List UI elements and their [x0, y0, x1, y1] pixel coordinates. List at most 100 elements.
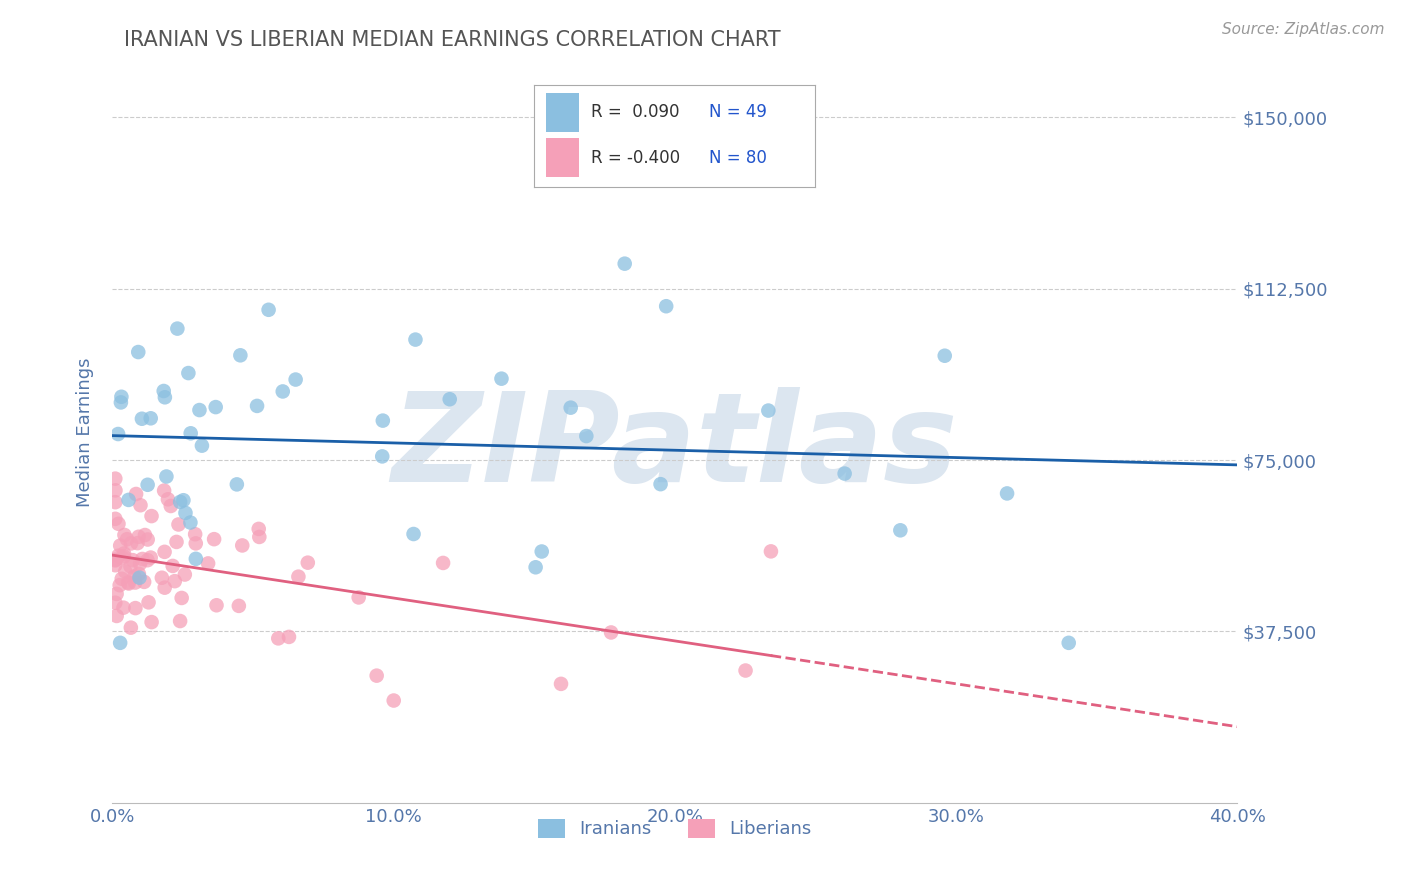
Point	[124, 569, 146, 583]
Point	[267, 632, 290, 646]
Point	[271, 384, 294, 399]
Text: N = 49: N = 49	[709, 103, 766, 121]
Point	[575, 429, 598, 443]
Point	[124, 601, 146, 615]
Point	[108, 539, 131, 553]
Point	[127, 536, 149, 550]
Point	[550, 677, 572, 691]
Point	[153, 390, 176, 404]
Point	[104, 558, 127, 573]
Point	[166, 535, 188, 549]
Point	[136, 553, 159, 567]
Text: ZIPatlas: ZIPatlas	[392, 387, 957, 508]
Point	[104, 553, 127, 567]
Point	[104, 512, 127, 526]
Point	[284, 373, 307, 387]
Point	[174, 506, 197, 520]
Point	[110, 390, 132, 404]
Point	[172, 493, 194, 508]
Point	[169, 495, 191, 509]
Point	[756, 403, 779, 417]
Text: R =  0.090: R = 0.090	[591, 103, 679, 121]
Point	[167, 517, 190, 532]
Point	[177, 366, 200, 380]
Point	[231, 538, 253, 552]
Point	[120, 621, 142, 635]
Point	[166, 321, 188, 335]
Text: IRANIAN VS LIBERIAN MEDIAN EARNINGS CORRELATION CHART: IRANIAN VS LIBERIAN MEDIAN EARNINGS CORR…	[124, 29, 780, 50]
Point	[560, 401, 582, 415]
Point	[125, 487, 148, 501]
Point	[404, 333, 426, 347]
Point	[162, 558, 184, 573]
Point	[129, 498, 152, 512]
Point	[127, 345, 149, 359]
Point	[229, 348, 252, 362]
Point	[225, 477, 247, 491]
Point	[530, 544, 553, 558]
Point	[105, 587, 128, 601]
Point	[155, 469, 177, 483]
Point	[759, 544, 782, 558]
Point	[152, 384, 174, 398]
Point	[153, 581, 176, 595]
Point	[934, 349, 956, 363]
Point	[139, 411, 162, 425]
Point	[889, 524, 911, 538]
Point	[600, 625, 623, 640]
Point	[107, 549, 129, 563]
Point	[120, 536, 142, 550]
Point	[197, 557, 219, 571]
Point	[120, 559, 142, 574]
Point	[205, 599, 228, 613]
Point	[105, 609, 128, 624]
Point	[278, 630, 301, 644]
Point	[121, 553, 143, 567]
Point	[1057, 636, 1080, 650]
Point	[257, 302, 280, 317]
Point	[204, 400, 226, 414]
Point	[734, 664, 756, 678]
Point	[134, 528, 156, 542]
Point	[169, 614, 191, 628]
Point	[834, 467, 856, 481]
Point	[371, 414, 394, 428]
Point	[112, 600, 135, 615]
Point	[159, 499, 181, 513]
Point	[118, 576, 141, 591]
Point	[432, 556, 454, 570]
Point	[117, 492, 139, 507]
Point	[366, 668, 388, 682]
Point	[191, 439, 214, 453]
Point	[131, 411, 153, 425]
Point	[128, 566, 150, 581]
Point	[129, 557, 152, 571]
Point	[184, 551, 207, 566]
Point	[247, 530, 270, 544]
Point	[995, 486, 1018, 500]
Point	[491, 372, 513, 386]
Point	[287, 569, 309, 583]
Text: R = -0.400: R = -0.400	[591, 149, 679, 167]
Point	[153, 483, 176, 498]
Text: Source: ZipAtlas.com: Source: ZipAtlas.com	[1222, 22, 1385, 37]
Point	[297, 556, 319, 570]
Point	[108, 578, 131, 592]
Point	[104, 495, 127, 509]
Point	[111, 550, 134, 565]
Point	[650, 477, 672, 491]
Point	[104, 472, 127, 486]
Point	[141, 615, 163, 629]
Point	[184, 527, 207, 541]
Point	[136, 533, 159, 547]
Point	[108, 636, 131, 650]
Point	[134, 574, 156, 589]
Point	[124, 575, 146, 590]
Point	[163, 574, 186, 589]
Point	[371, 450, 394, 464]
Point	[141, 509, 163, 524]
Point	[382, 693, 405, 707]
Point	[114, 528, 136, 542]
Point	[188, 403, 211, 417]
Point	[136, 477, 159, 491]
